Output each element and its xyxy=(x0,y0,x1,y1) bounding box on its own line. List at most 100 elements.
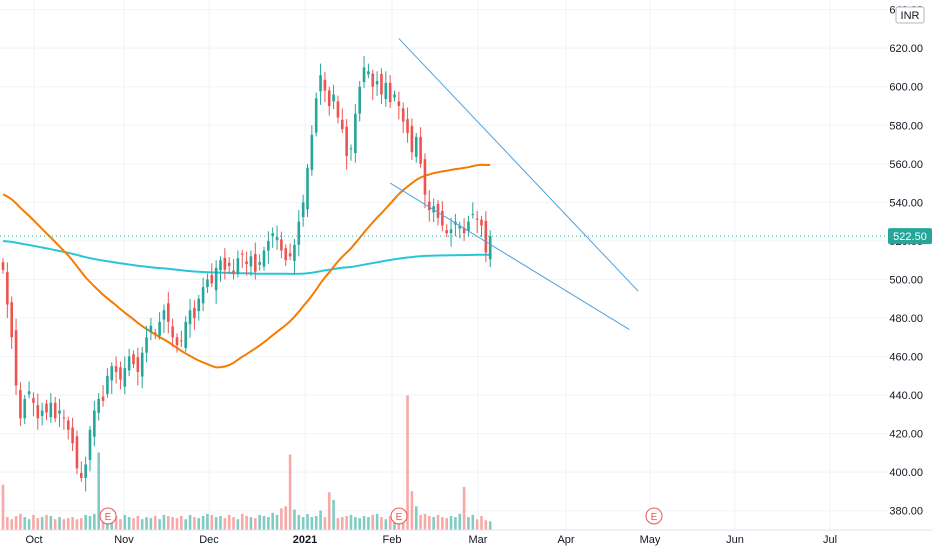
volume-bar xyxy=(219,516,222,530)
time-axis: Oct Nov Dec 2021 Feb Mar Apr May Jun Jul xyxy=(0,529,932,546)
candle-body xyxy=(254,254,257,272)
volume-bar xyxy=(249,517,253,530)
volume-bar xyxy=(475,519,479,530)
volume-bar xyxy=(358,518,361,530)
volume-bar xyxy=(36,518,40,530)
volume-bar xyxy=(114,516,118,530)
volume-bar xyxy=(441,517,444,530)
x-tick-label: Jun xyxy=(726,534,744,546)
y-tick-label: 560.00 xyxy=(889,159,923,171)
candle-body xyxy=(380,74,383,95)
volume-bar xyxy=(119,519,122,530)
candle-body xyxy=(158,321,161,336)
y-tick-label: 420.00 xyxy=(889,429,923,441)
volume-bar xyxy=(345,516,348,530)
volume-bar xyxy=(480,516,483,530)
volume-bar xyxy=(227,514,231,530)
candle-body xyxy=(293,244,296,261)
x-tick-label: Feb xyxy=(383,534,402,546)
candle-body xyxy=(101,396,105,401)
volume-bar xyxy=(414,506,418,530)
volume-bar xyxy=(75,519,79,530)
candle-body xyxy=(358,86,361,114)
candle-body xyxy=(441,210,444,226)
volume-bar xyxy=(332,499,335,530)
y-tick-label: 620.00 xyxy=(889,43,923,55)
earnings-marker-label: E xyxy=(651,512,658,523)
volume-bar xyxy=(193,517,196,530)
candle-body xyxy=(393,94,396,98)
candle-body xyxy=(66,420,70,430)
candle-body xyxy=(449,229,453,234)
volume-bar xyxy=(14,516,18,530)
candle-body xyxy=(206,279,209,288)
candle-body xyxy=(132,354,135,365)
volume-bar xyxy=(158,519,161,530)
last-price-badge: 522.50 xyxy=(888,228,932,245)
candle-body xyxy=(93,410,96,437)
volume-bar xyxy=(149,518,153,530)
volume-bar xyxy=(27,519,31,530)
candle-body xyxy=(145,337,148,353)
candle-body xyxy=(345,126,348,157)
volume-bar xyxy=(354,517,357,530)
trendline xyxy=(398,38,639,292)
volume-bar xyxy=(432,517,435,530)
volume-bar xyxy=(136,516,140,530)
volume-bar xyxy=(288,454,292,530)
volume-bar xyxy=(293,509,296,530)
y-tick-label: 460.00 xyxy=(889,352,923,364)
candle-body xyxy=(262,250,266,267)
last-price-label: 522.50 xyxy=(893,231,927,243)
volume-bar xyxy=(88,516,92,530)
candle-body xyxy=(227,262,231,266)
volume-bar xyxy=(175,518,179,530)
candle-body xyxy=(6,272,9,305)
candle-body xyxy=(45,403,48,413)
volume-bar xyxy=(71,517,74,530)
candle-body xyxy=(184,321,187,349)
candle-body xyxy=(488,236,492,260)
volume-bar xyxy=(310,517,314,530)
candle-body xyxy=(71,427,74,444)
candle-body xyxy=(119,367,122,380)
candle-body xyxy=(58,410,61,414)
volume-bar xyxy=(140,519,144,530)
candle-body xyxy=(467,221,470,231)
candle-body xyxy=(462,227,466,234)
candle-body xyxy=(197,298,201,312)
volume-bar xyxy=(467,517,470,530)
volume-bar xyxy=(327,492,331,530)
candle-body xyxy=(171,326,174,338)
volume-bar xyxy=(423,513,427,530)
volume-bar xyxy=(93,513,96,530)
candle-body xyxy=(62,417,66,419)
candle-body xyxy=(23,398,27,419)
volume-bar xyxy=(388,516,392,530)
volume-bar xyxy=(436,514,440,530)
candle-body xyxy=(332,94,335,102)
candle-body xyxy=(354,113,357,154)
volume-bar xyxy=(367,517,370,530)
volume-bar xyxy=(97,452,100,530)
volume-bar xyxy=(284,506,288,530)
candle-body xyxy=(127,356,131,371)
candle-body xyxy=(36,405,40,419)
candle-body xyxy=(410,126,414,153)
volume-bar xyxy=(449,516,453,530)
candle-body xyxy=(306,167,309,210)
y-tick-label: 400.00 xyxy=(889,467,923,479)
y-tick-label: 600.00 xyxy=(889,82,923,94)
volume-bar xyxy=(462,486,466,530)
candle-body xyxy=(475,218,479,220)
candle-body xyxy=(245,261,248,265)
candle-body xyxy=(401,108,405,122)
candle-body xyxy=(284,248,288,261)
volume-bar xyxy=(393,517,396,530)
candle-body xyxy=(180,340,183,342)
y-tick-label: 440.00 xyxy=(889,390,923,402)
volume-bar xyxy=(375,513,379,530)
candle-body xyxy=(375,80,379,85)
